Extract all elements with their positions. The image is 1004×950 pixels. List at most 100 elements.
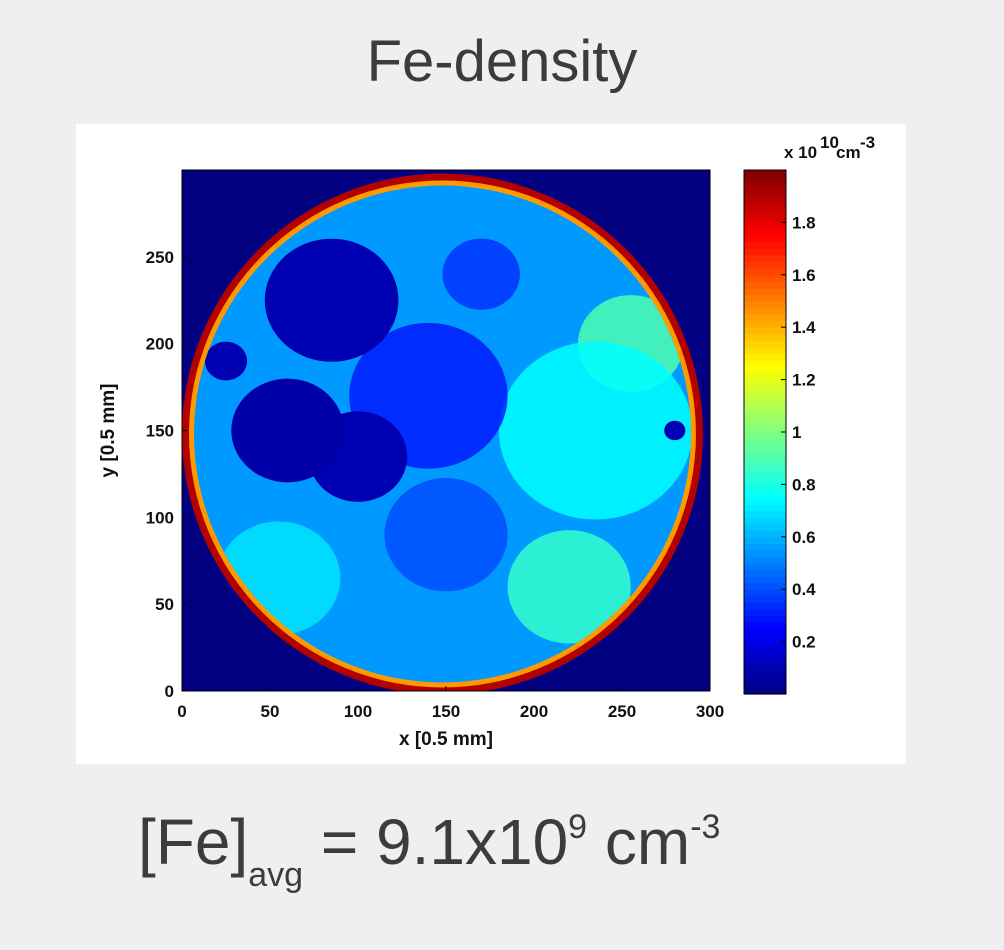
heatmap-region — [498, 341, 691, 520]
colorbar-segment — [744, 333, 786, 341]
colorbar-segment — [744, 504, 786, 512]
colorbar-segment — [744, 202, 786, 210]
colorbar-segment — [744, 517, 786, 525]
colorbar-segment — [744, 497, 786, 505]
colorbar-segment — [744, 477, 786, 485]
colorbar-segment — [744, 608, 786, 616]
colorbar-segment — [744, 373, 786, 381]
colorbar-segment — [744, 255, 786, 263]
y-tick-label: 200 — [146, 335, 174, 354]
colorbar-segment — [744, 189, 786, 197]
colorbar-segment — [744, 451, 786, 459]
colorbar-segment — [744, 556, 786, 564]
colorbar-segment — [744, 563, 786, 571]
colorbar-segment — [744, 209, 786, 217]
colorbar-unit-cm: cm — [836, 143, 861, 162]
heatmap-region — [204, 341, 248, 381]
colorbar-tick-label: 0.8 — [792, 475, 816, 494]
colorbar-segment — [744, 510, 786, 518]
colorbar-segment — [744, 294, 786, 302]
colorbar-segment — [744, 405, 786, 413]
colorbar-segment — [744, 235, 786, 243]
colorbar-segment — [744, 366, 786, 374]
y-axis-label: y [0.5 mm] — [98, 384, 119, 478]
x-tick-label: 300 — [696, 702, 724, 721]
colorbar-segment — [744, 621, 786, 630]
colorbar-segment — [744, 222, 786, 230]
heatmap-region — [442, 238, 520, 310]
colorbar-segment — [744, 301, 786, 309]
colorbar-segment — [744, 438, 786, 446]
colorbar-tick-label: 0.2 — [792, 633, 816, 652]
colorbar-segment — [744, 353, 786, 361]
colorbar-tick-label: 1 — [792, 423, 801, 442]
colorbar-segment — [744, 582, 786, 590]
colorbar-segment — [744, 359, 786, 368]
colorbar-tick-label: 1.6 — [792, 266, 816, 285]
colorbar-segment — [744, 379, 786, 387]
colorbar-segment — [744, 602, 786, 610]
colorbar-tick-label: 1.8 — [792, 213, 816, 232]
heatmap-region — [507, 530, 631, 644]
colorbar-segment — [744, 425, 786, 433]
colorbar-segment — [744, 196, 786, 204]
colorbar-segment — [744, 412, 786, 420]
colorbar-segment — [744, 674, 786, 682]
x-tick-label: 100 — [344, 702, 372, 721]
colorbar-segment — [744, 464, 786, 472]
colorbar-segment — [744, 536, 786, 544]
colorbar-segment — [744, 523, 786, 531]
colorbar-segment — [744, 667, 786, 675]
colorbar-segment — [744, 589, 786, 597]
colorbar-tick-label: 1.2 — [792, 371, 816, 390]
y-tick-label: 100 — [146, 508, 174, 527]
colorbar-segment — [744, 418, 786, 427]
colorbar-unit-label: x 10 — [784, 143, 817, 162]
colorbar-segment — [744, 490, 786, 499]
colorbar-segment — [744, 595, 786, 603]
colorbar-segment — [744, 576, 786, 584]
colorbar-tick-label: 0.4 — [792, 580, 816, 599]
colorbar-segment — [744, 248, 786, 256]
x-tick-label: 150 — [432, 702, 460, 721]
colorbar-segment — [744, 687, 786, 695]
colorbar-segment — [744, 268, 786, 276]
x-tick-label: 50 — [261, 702, 280, 721]
x-axis-label: x [0.5 mm] — [399, 729, 493, 750]
y-tick-label: 0 — [165, 682, 174, 701]
heatmap-chart: 0 50 100 150 200 250 300 0 50 100 150 200 250 x [0.5 … — [98, 133, 875, 750]
colorbar-segment — [744, 261, 786, 269]
heatmap-plot-area — [181, 169, 711, 692]
colorbar-segment — [744, 648, 786, 656]
colorbar-unit-exponent-2: -3 — [860, 133, 875, 152]
page-title: Fe-density — [366, 29, 638, 94]
wafer-regions — [204, 238, 691, 644]
colorbar-segment — [744, 386, 786, 394]
colorbar-segment — [744, 274, 786, 282]
axes: 0 50 100 150 200 250 300 0 50 100 150 200 250 x [0.5 … — [98, 248, 724, 750]
formula-subscript: avg — [248, 856, 304, 894]
heatmap-region — [384, 478, 508, 592]
colorbar-segment — [744, 281, 786, 289]
colorbar-segment — [744, 183, 786, 191]
colorbar-segment — [744, 628, 786, 636]
colorbar-segment — [744, 215, 786, 223]
formula-value: = 9.1x10 — [320, 806, 569, 878]
colorbar-segment — [744, 399, 786, 407]
formula-exponent: 9 — [568, 808, 588, 846]
colorbar-segment — [744, 458, 786, 466]
colorbar-segment — [744, 228, 786, 237]
colorbar-segment — [744, 307, 786, 315]
colorbar-tick-label: 0.6 — [792, 528, 816, 547]
formula-unit: cm — [604, 806, 691, 878]
colorbar-segment — [744, 661, 786, 669]
colorbar-segment — [744, 530, 786, 538]
heatmap-region — [231, 378, 344, 483]
colorbar-segment — [744, 471, 786, 479]
x-tick-label: 0 — [177, 702, 186, 721]
chart-panel: 0 50 100 150 200 250 300 0 50 100 150 200 250 x [0.5 … — [76, 124, 906, 764]
colorbar-segment — [744, 484, 786, 492]
colorbar-segment — [744, 346, 786, 354]
colorbar-tick-label: 1.4 — [792, 318, 816, 337]
